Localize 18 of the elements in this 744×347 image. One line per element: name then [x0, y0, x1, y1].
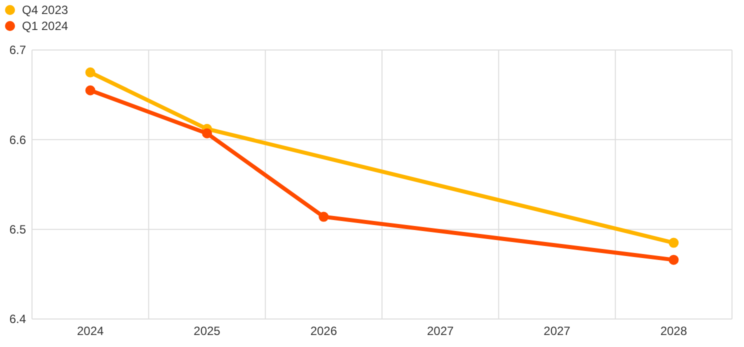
point	[668, 254, 679, 265]
y-tick-label: 6.6	[9, 132, 26, 147]
y-tick-label: 6.4	[9, 312, 26, 326]
point	[318, 212, 329, 222]
point	[202, 128, 212, 138]
point	[85, 67, 96, 78]
x-tick-label: 2025	[194, 324, 221, 338]
x-tick-label: 2024	[76, 324, 104, 338]
x-tick-label: 2026	[310, 324, 338, 338]
x-tick-label: 2028	[660, 324, 688, 338]
legend-label: Q4 2023	[22, 3, 68, 18]
y-tick-label: 6.7	[9, 43, 26, 58]
point	[85, 85, 96, 96]
legend-label: Q1 2024	[22, 19, 68, 34]
x-tick-label: 2027	[426, 324, 454, 338]
y-tick-label: 6.5	[9, 222, 26, 237]
point	[668, 238, 679, 248]
x-tick-label: 2027	[544, 324, 571, 338]
